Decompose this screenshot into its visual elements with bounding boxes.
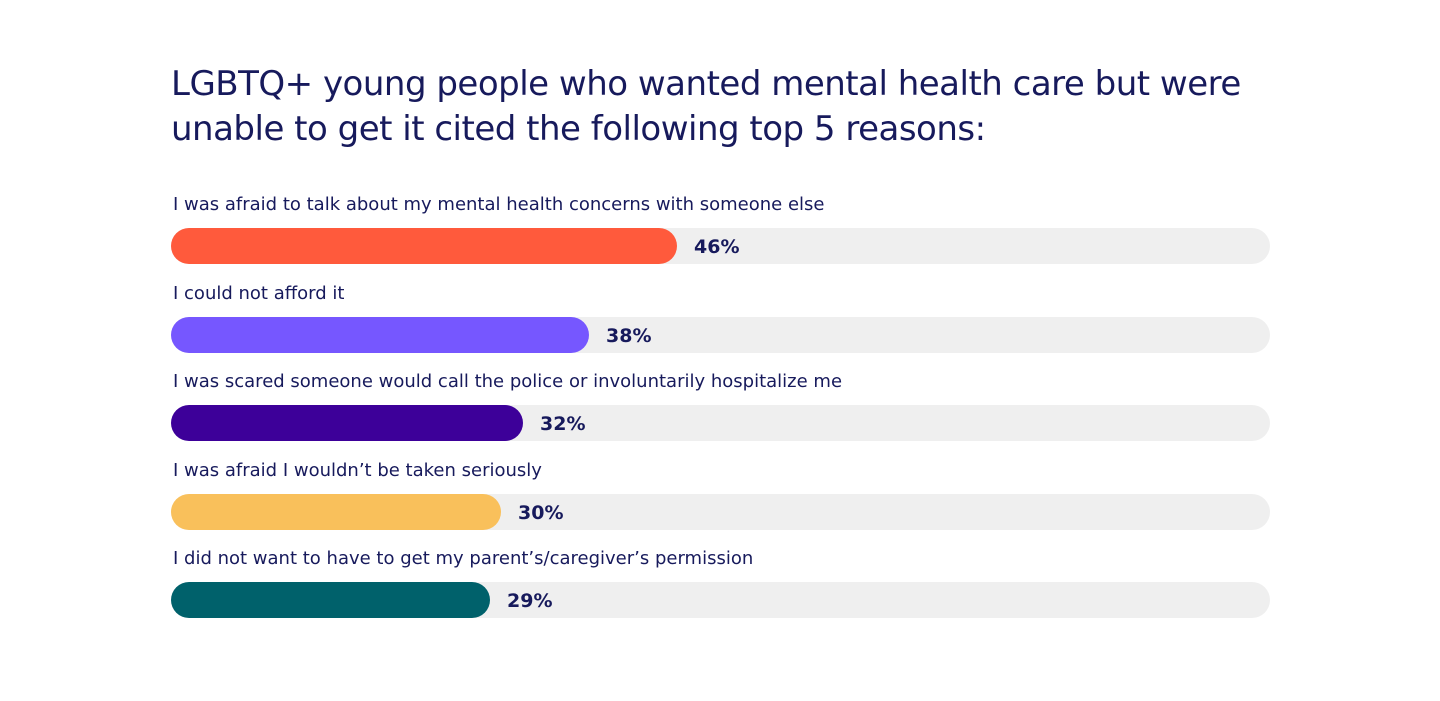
- value-label: 38%: [606, 324, 652, 347]
- bar-row: I did not want to have to get my parent’…: [171, 547, 1270, 636]
- bar-track: 38%: [171, 316, 1270, 353]
- category-label: I could not afford it: [173, 282, 345, 304]
- category-label: I was scared someone would call the poli…: [173, 371, 843, 392]
- bar-track: 32%: [171, 405, 1270, 441]
- value-label: 46%: [694, 236, 740, 258]
- category-label: I did not want to have to get my parent’…: [173, 548, 754, 569]
- bar: [171, 582, 490, 618]
- bar-row: I was afraid I wouldn’t be taken serious…: [171, 459, 1270, 548]
- category-label: I was afraid I wouldn’t be taken serious…: [173, 459, 542, 481]
- bar: [171, 493, 501, 530]
- value-label: 30%: [518, 501, 564, 524]
- bar: [171, 405, 523, 441]
- bar: [171, 316, 589, 353]
- bar-row: I could not afford it 38%: [171, 282, 1270, 371]
- value-label: 29%: [507, 590, 553, 612]
- bar-row: I was scared someone would call the poli…: [171, 370, 1270, 459]
- bar-track: 46%: [171, 228, 1270, 264]
- bar-track: 29%: [171, 582, 1270, 618]
- bar-rows: I was afraid to talk about my mental hea…: [171, 193, 1270, 636]
- bar-track: 30%: [171, 493, 1270, 530]
- value-label: 32%: [540, 413, 586, 435]
- category-label: I was afraid to talk about my mental hea…: [173, 194, 825, 215]
- bar: [171, 228, 677, 264]
- bar-row: I was afraid to talk about my mental hea…: [171, 193, 1270, 282]
- chart-title: LGBTQ+ young people who wanted mental he…: [171, 64, 1241, 149]
- chart: LGBTQ+ young people who wanted mental he…: [171, 62, 1270, 618]
